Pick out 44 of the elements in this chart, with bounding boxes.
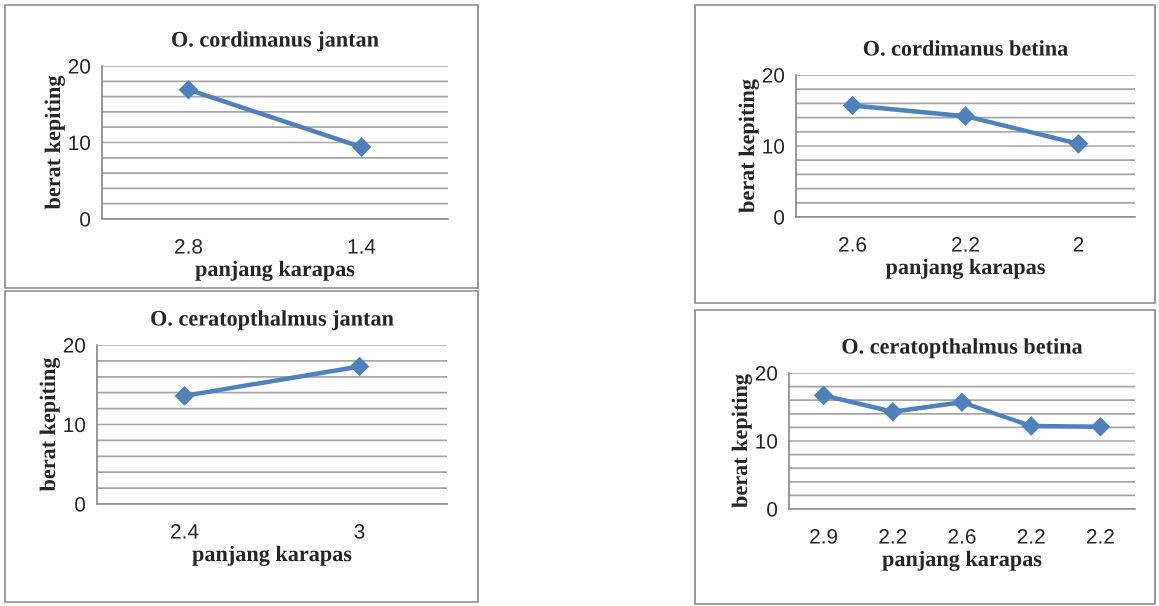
x-axis-title: panjang karapas bbox=[195, 260, 355, 281]
point bbox=[1021, 416, 1042, 436]
y-tick-label: 10 bbox=[64, 417, 86, 433]
point bbox=[882, 401, 903, 422]
y-tick-label: 20 bbox=[68, 59, 91, 74]
x-tick-label: 3 bbox=[354, 523, 365, 539]
x-tick-label: 2.8 bbox=[175, 238, 203, 254]
point bbox=[813, 385, 834, 406]
x-tick-label: 2.9 bbox=[810, 528, 838, 544]
y-tick-label: 20 bbox=[63, 338, 86, 353]
point bbox=[1068, 134, 1089, 154]
y-tick-label: 0 bbox=[767, 502, 778, 517]
x-tick-label: 2 bbox=[1073, 236, 1084, 252]
point bbox=[952, 392, 972, 413]
x-axis-title: panjang karapas bbox=[885, 258, 1045, 279]
y-axis-title: berat kepiting bbox=[39, 357, 60, 492]
y-tick-label: 20 bbox=[762, 68, 785, 83]
y-axis-title: berat kepiting bbox=[738, 79, 759, 213]
x-axis-title: panjang karapas bbox=[882, 550, 1042, 571]
y-tick-label: 20 bbox=[755, 366, 778, 381]
point bbox=[955, 106, 976, 126]
point bbox=[1090, 416, 1111, 437]
chart-title: O. cordimanus jantan bbox=[172, 31, 379, 52]
x-tick-label: 2.2 bbox=[1086, 528, 1114, 544]
x-tick-label: 2.2 bbox=[1017, 528, 1045, 544]
x-tick-label: 1.4 bbox=[348, 239, 376, 254]
chart-title: O. ceratopthalmus betina bbox=[842, 338, 1083, 359]
x-tick-label: 2.2 bbox=[879, 528, 907, 544]
y-tick-label: 0 bbox=[75, 497, 86, 512]
chart-title: O. cordimanus betina bbox=[863, 40, 1068, 56]
y-axis-title: berat kepiting bbox=[44, 75, 65, 210]
x-tick-label: 2.4 bbox=[171, 523, 199, 539]
point bbox=[842, 95, 863, 116]
y-tick-label: 10 bbox=[69, 135, 91, 151]
y-tick-label: 10 bbox=[756, 434, 778, 449]
x-tick-label: 2.2 bbox=[952, 236, 979, 252]
x-tick-label: 2.6 bbox=[839, 236, 867, 252]
y-tick-label: 10 bbox=[763, 139, 785, 154]
chart-title: O. ceratopthalmus jantan bbox=[151, 310, 394, 331]
x-axis-title: panjang karapas bbox=[192, 545, 352, 566]
x-tick-label: 2.6 bbox=[948, 528, 976, 544]
y-tick-label: 0 bbox=[80, 212, 91, 227]
y-axis-title: berat kepiting bbox=[731, 374, 752, 508]
y-tick-label: 0 bbox=[774, 210, 785, 225]
